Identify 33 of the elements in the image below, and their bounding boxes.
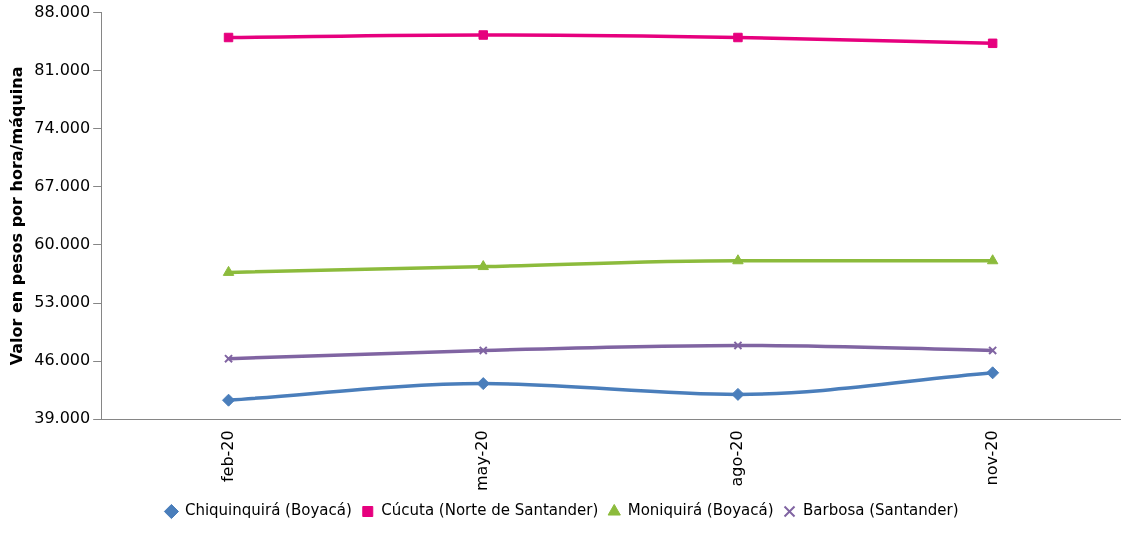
point [477, 260, 489, 271]
legend-label: Cúcuta (Norte de Santander) [381, 501, 599, 520]
x-tick-label: nov-20 [981, 430, 1001, 486]
point [222, 265, 235, 276]
y-tick-label: 60.000 [34, 234, 91, 254]
y-tick-label: 81.000 [34, 59, 91, 79]
x-tick-label: may-20 [472, 430, 492, 492]
y-tick-label: 74.000 [34, 117, 91, 137]
point [476, 377, 490, 391]
point [222, 393, 236, 407]
point [731, 387, 745, 401]
x-tick-label: feb-20 [217, 430, 237, 483]
y-tick-label: 53.000 [34, 292, 91, 312]
point [988, 345, 998, 355]
point [223, 32, 234, 43]
point [986, 366, 1000, 380]
point [733, 32, 743, 43]
legend-label: Chiquinquirá (Boyacá) [184, 501, 352, 520]
point [478, 30, 488, 40]
y-tick-label: 67.000 [34, 176, 91, 196]
y-tick-label: 39.000 [34, 408, 91, 428]
point [987, 38, 998, 49]
point [732, 254, 744, 265]
x-tick-label: ago-20 [727, 430, 747, 487]
legend-label: Moniquirá (Boyacá) [627, 501, 774, 520]
legend-label: Barbosa (Santander) [803, 501, 959, 520]
point [224, 354, 234, 364]
y-axis-title: Valor en pesos por hora/máquina [6, 66, 26, 366]
point [733, 340, 743, 350]
point [986, 254, 999, 265]
y-tick-label: 88.000 [34, 1, 91, 21]
point [478, 345, 488, 355]
y-tick-label: 46.000 [34, 350, 91, 370]
